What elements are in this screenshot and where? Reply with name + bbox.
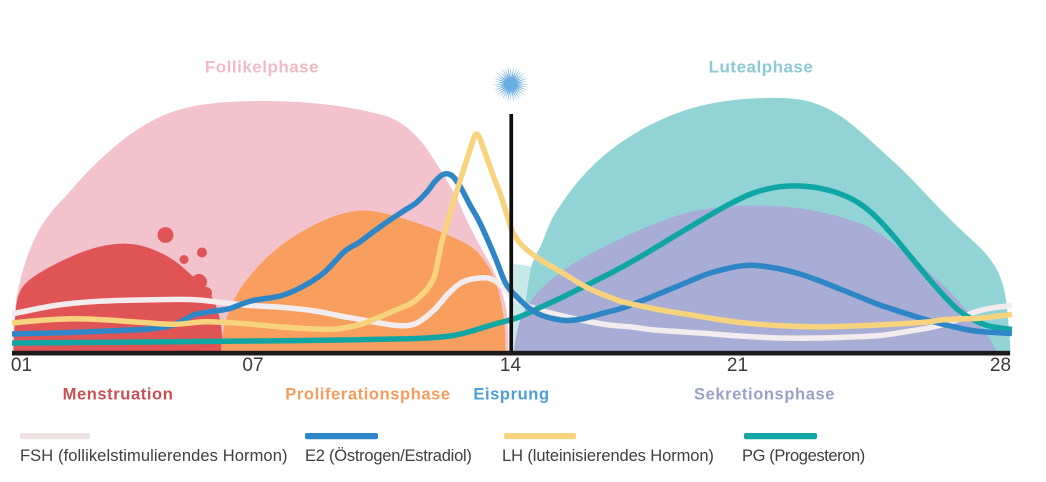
svg-text:Lutealphase: Lutealphase bbox=[709, 58, 814, 77]
svg-text:Eisprung: Eisprung bbox=[473, 386, 549, 404]
svg-text:Proliferationsphase: Proliferationsphase bbox=[285, 386, 450, 404]
svg-text:01: 01 bbox=[11, 355, 32, 376]
svg-text:PG (Progesteron): PG (Progesteron) bbox=[742, 447, 865, 465]
svg-text:Sekretionsphase: Sekretionsphase bbox=[694, 386, 835, 404]
svg-text:28: 28 bbox=[990, 355, 1011, 376]
svg-text:Follikelphase: Follikelphase bbox=[205, 58, 319, 77]
svg-text:07: 07 bbox=[242, 355, 263, 376]
svg-text:FSH (follikelstimulierendes Ho: FSH (follikelstimulierendes Hormon) bbox=[20, 447, 288, 465]
svg-text:14: 14 bbox=[500, 355, 522, 376]
svg-text:E2 (Östrogen/Estradiol): E2 (Östrogen/Estradiol) bbox=[305, 447, 472, 465]
svg-text:Menstruation: Menstruation bbox=[63, 386, 174, 404]
svg-text:LH (luteinisierendes Hormon): LH (luteinisierendes Hormon) bbox=[502, 447, 714, 465]
svg-text:21: 21 bbox=[727, 355, 748, 376]
